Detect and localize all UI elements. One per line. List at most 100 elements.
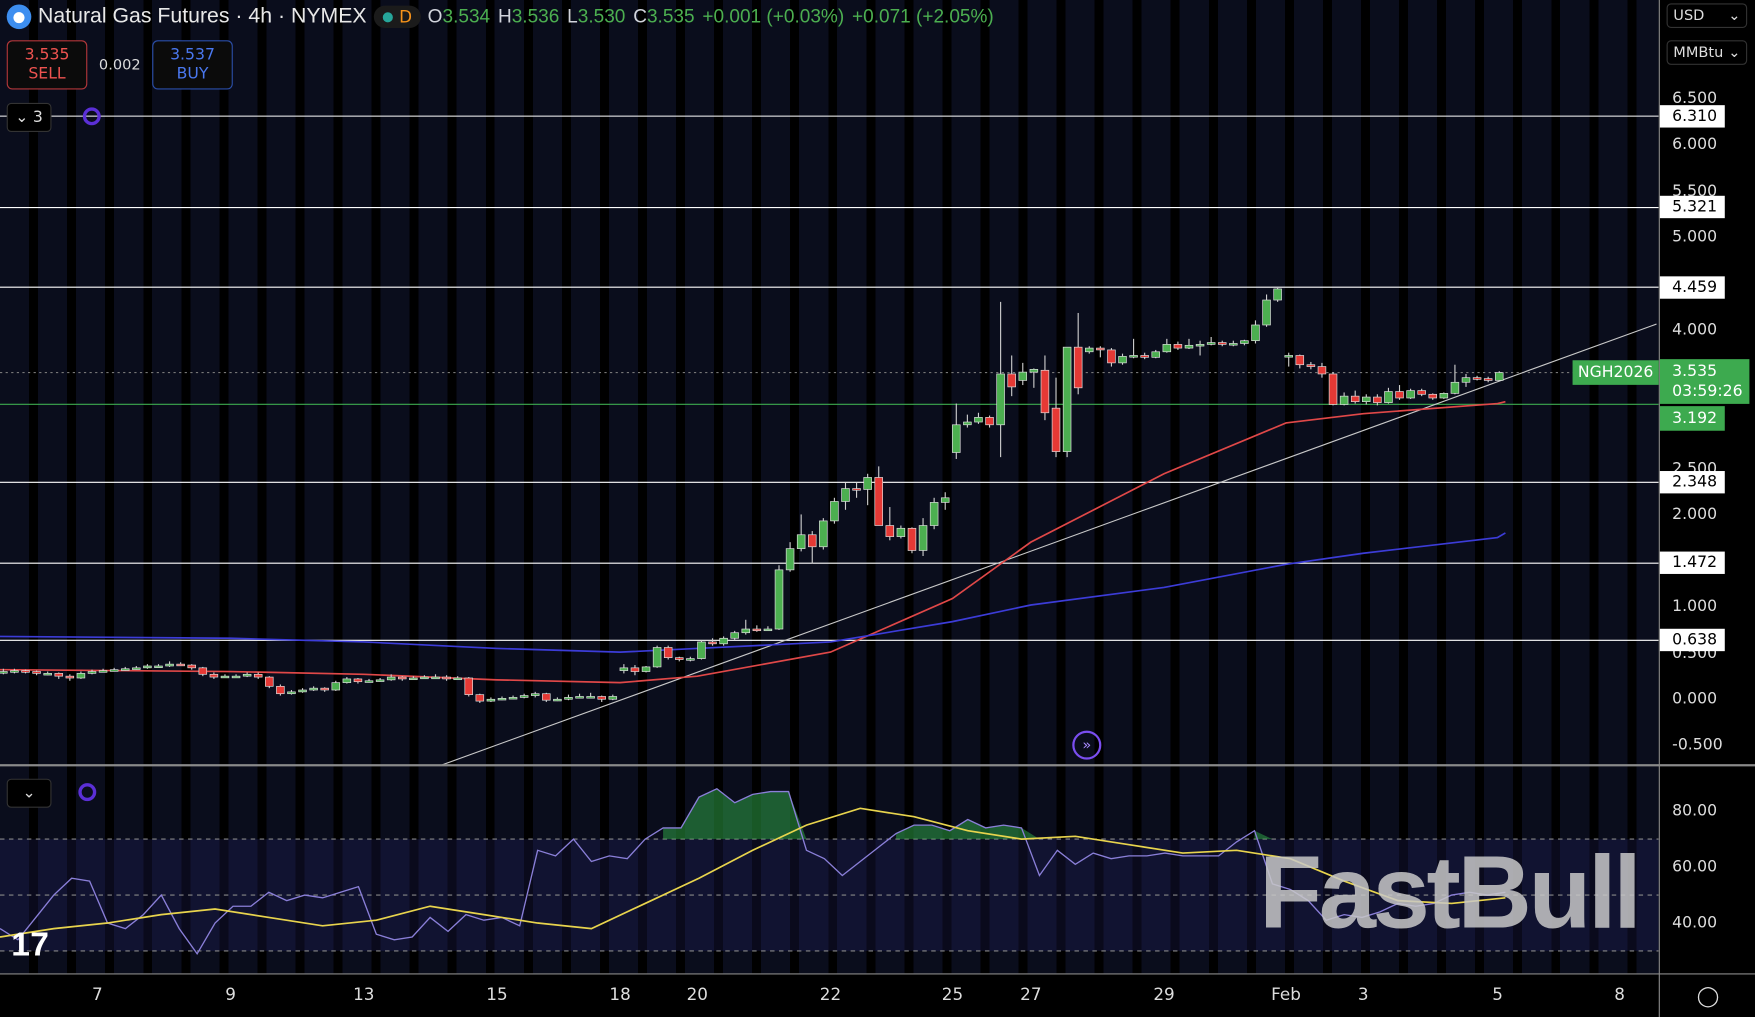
bar-change: +0.001 (+0.03%) <box>702 5 845 27</box>
candle-body <box>1428 393 1438 399</box>
candle-body <box>1184 344 1194 349</box>
candle-body <box>320 687 329 691</box>
price-tick-label: 4.000 <box>1672 320 1718 339</box>
trade-panel: 3.535 SELL 0.002 3.537 BUY <box>6 40 233 90</box>
candle-body <box>730 632 739 639</box>
scroll-to-realtime-button[interactable]: » <box>1072 730 1102 760</box>
candle-body <box>1317 366 1327 375</box>
candle-body <box>409 677 418 681</box>
candle-body <box>952 424 961 453</box>
candle-body <box>1395 391 1404 399</box>
candle-body <box>1140 355 1149 358</box>
candle-body <box>708 641 717 645</box>
candle-body <box>1118 356 1127 364</box>
candle-body <box>896 527 906 537</box>
tradingview-logo-icon: 1 7 <box>11 926 49 964</box>
fast-moving-average-line <box>0 400 1506 684</box>
candle-body <box>807 534 817 548</box>
candle-body <box>1472 377 1482 380</box>
date-tick-label: 27 <box>1020 984 1042 1005</box>
candle-body <box>1251 324 1260 342</box>
date-tick-label: 20 <box>686 984 708 1005</box>
candle-body <box>1162 344 1172 353</box>
candle-body <box>132 667 141 670</box>
candle-body <box>287 691 296 695</box>
rsi-tick-label: 80.00 <box>1672 802 1718 821</box>
market-status[interactable]: D <box>373 5 421 28</box>
candle-body <box>10 670 19 673</box>
candle-body <box>719 637 728 645</box>
candle-body <box>1417 390 1426 395</box>
candle-body <box>940 497 950 503</box>
candle-body <box>98 670 108 673</box>
level-price-label: 2.348 <box>1659 471 1725 494</box>
rsi-pane[interactable] <box>0 768 1659 974</box>
currency-dropdown[interactable]: USD ⌄ <box>1666 3 1748 28</box>
pane-separator[interactable] <box>0 764 1755 767</box>
candle-body <box>741 628 751 634</box>
candle-body <box>65 675 75 679</box>
price-tick-label: 0.000 <box>1672 690 1718 709</box>
session-shading <box>0 0 1659 974</box>
candle-body <box>774 569 784 630</box>
candle-body <box>1217 342 1227 345</box>
candle-body <box>1306 364 1316 367</box>
candle-body <box>187 664 196 669</box>
candle-body <box>21 670 30 673</box>
candle-body <box>442 676 451 680</box>
candle-body <box>785 548 795 571</box>
ohlc-readout: O3.534 H3.536 L3.530 C3.535 +0.001 (+0.0… <box>428 6 994 28</box>
buy-button[interactable]: 3.537 BUY <box>152 40 233 90</box>
price-tick-label: 6.000 <box>1672 135 1718 154</box>
candle-body <box>1362 396 1371 403</box>
rsi-collapse-button[interactable]: ⌄ <box>6 778 52 808</box>
close-value: 3.535 <box>646 5 695 27</box>
high-value: 3.536 <box>511 5 560 27</box>
time-axis-border <box>0 973 1755 975</box>
price-axis[interactable] <box>1658 0 1755 1017</box>
candle-body <box>386 676 396 681</box>
candle-body <box>353 678 363 683</box>
price-pane[interactable] <box>0 0 1659 766</box>
last-price: 3.535 <box>1672 362 1718 381</box>
candle-body <box>1040 369 1050 414</box>
level-price-label: 6.310 <box>1659 104 1725 128</box>
candle-body <box>309 687 318 691</box>
sell-button[interactable]: 3.535 SELL <box>6 40 88 90</box>
date-tick-label: 15 <box>486 984 508 1005</box>
candle-body <box>253 673 263 678</box>
candle-body <box>1262 299 1271 326</box>
symbol-title[interactable]: Natural Gas Futures · 4h · NYMEX <box>38 4 367 28</box>
candle-body <box>364 680 374 683</box>
candle-body <box>564 697 573 700</box>
date-tick-label: 7 <box>92 984 103 1005</box>
candle-body <box>1062 346 1072 452</box>
low-value: 3.530 <box>577 5 626 27</box>
open-label: O <box>427 5 443 27</box>
chevron-down-icon: ⌄ <box>1728 44 1741 61</box>
candle-body <box>597 696 606 700</box>
last-price-label: 3.535 03:59:26 <box>1659 359 1750 404</box>
bar-countdown: 03:59:26 <box>1672 382 1743 401</box>
candle-body <box>176 663 185 667</box>
slow-moving-average-line <box>0 532 1506 653</box>
candle-body <box>32 671 41 674</box>
candle-body <box>1483 378 1493 381</box>
candle-body <box>1107 349 1116 364</box>
indicators-collapse-button[interactable]: ⌄ 3 <box>6 102 52 133</box>
rsi-tick-label: 40.00 <box>1672 914 1718 932</box>
unit-dropdown[interactable]: MMBtu ⌄ <box>1666 40 1748 65</box>
sync-icon[interactable] <box>78 783 97 802</box>
gear-icon[interactable]: ◯ <box>1696 984 1720 1009</box>
chart-header: ● Natural Gas Futures · 4h · NYMEX D O3.… <box>6 2 994 31</box>
candle-body <box>143 665 152 669</box>
candle-body <box>1229 343 1238 346</box>
candle-body <box>1195 344 1205 347</box>
candle-body <box>1129 355 1138 358</box>
candle-body <box>1450 381 1460 394</box>
candle-body <box>209 673 219 678</box>
date-tick-label: 9 <box>225 984 236 1005</box>
sync-icon[interactable] <box>82 107 101 126</box>
candle-body <box>652 647 662 668</box>
flame-icon: ● <box>6 4 32 30</box>
